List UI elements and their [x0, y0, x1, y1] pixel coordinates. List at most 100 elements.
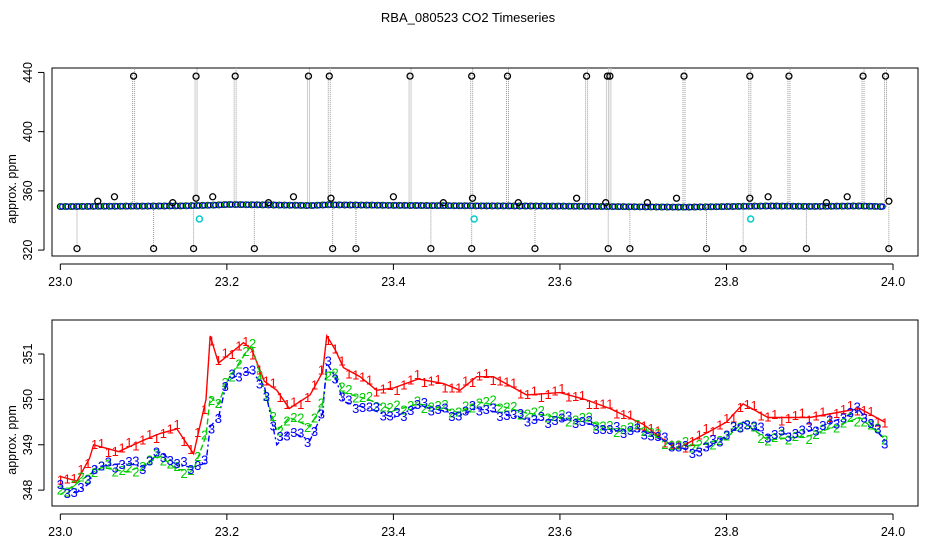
bottom-series-3-marker: 3: [723, 428, 730, 443]
bottom-series-1-marker: 1: [620, 407, 627, 422]
top-series3-point: [879, 203, 886, 210]
bottom-series-1-marker: 1: [201, 402, 208, 417]
bottom-series-3-marker: 3: [304, 435, 311, 450]
top-y-tick-label: 440: [21, 62, 35, 83]
bottom-y-tick-label: 349: [21, 434, 35, 455]
bottom-series-3-marker: 3: [751, 419, 758, 434]
bottom-series-3-marker: 3: [366, 399, 373, 414]
bottom-series-2-marker: 2: [648, 425, 655, 440]
bottom-series-1-marker: 1: [819, 404, 826, 419]
bottom-series-2-marker: 2: [70, 477, 77, 492]
bottom-series-1-marker: 1: [435, 372, 442, 387]
bottom-series-3-marker: 3: [228, 366, 235, 381]
bottom-series-2-marker: 2: [854, 415, 861, 430]
bottom-series-2-marker: 2: [544, 411, 551, 426]
bottom-series-2-marker: 2: [91, 465, 98, 480]
bottom-series-3-marker: 3: [208, 421, 215, 436]
bottom-series-1-marker: 1: [565, 390, 572, 405]
bottom-series-3-marker: 3: [812, 423, 819, 438]
bottom-series-2-marker: 2: [689, 440, 696, 455]
bottom-series-2-marker: 2: [77, 470, 84, 485]
bottom-series-3-marker: 3: [648, 428, 655, 443]
bottom-series-2-marker: 2: [764, 433, 771, 448]
bottom-series-1-marker: 1: [263, 373, 270, 388]
bottom-series-2-marker: 2: [222, 375, 229, 390]
bottom-series-2-marker: 2: [359, 390, 366, 405]
bottom-series-2-marker: 2: [661, 437, 668, 452]
top-marks-layer: [56, 72, 893, 253]
bottom-series-2-marker: 2: [531, 405, 538, 420]
bottom-series-2-marker: 2: [325, 368, 332, 383]
bottom-series-3-marker: 3: [112, 461, 119, 476]
bottom-series-1-marker: 1: [380, 381, 387, 396]
bottom-series-3-marker: 3: [167, 453, 174, 468]
bottom-series-1-marker: 1: [744, 397, 751, 412]
bottom-series-3-marker: 3: [283, 428, 290, 443]
bottom-series-2-marker: 2: [483, 394, 490, 409]
bottom-series-1-marker: 1: [503, 375, 510, 390]
bottom-series-3-marker: 3: [297, 425, 304, 440]
bottom-series-3-marker: 3: [393, 405, 400, 420]
bottom-series-2-marker: 2: [400, 403, 407, 418]
bottom-series-3-marker: 3: [579, 414, 586, 429]
bottom-y-tick-label: 351: [21, 344, 35, 365]
bottom-series-1-marker: 1: [400, 378, 407, 393]
bottom-series-2-marker: 2: [551, 409, 558, 424]
bottom-series-3-marker: 3: [696, 445, 703, 460]
bottom-series-2-marker: 2: [599, 418, 606, 433]
top-y-tick-label: 360: [21, 180, 35, 201]
bottom-series-2-marker: 2: [311, 411, 318, 426]
bottom-series-3-marker: 3: [435, 402, 442, 417]
bottom-series-2-marker: 2: [435, 398, 442, 413]
bottom-series-1-marker: 1: [318, 362, 325, 377]
bottom-series-1-marker: 1: [696, 428, 703, 443]
bottom-series-1-marker: 1: [826, 410, 833, 425]
bottom-series-1-marker: 1: [490, 373, 497, 388]
bottom-series-2-marker: 2: [682, 434, 689, 449]
bottom-series-1-marker: 1: [194, 425, 201, 440]
bottom-series-3-marker: 3: [496, 409, 503, 424]
bottom-series-3-marker: 3: [187, 462, 194, 477]
top-high-outlier: [582, 72, 591, 80]
bottom-series-1-marker: 1: [661, 435, 668, 450]
bottom-series-1-marker: 1: [208, 333, 215, 348]
bottom-series-1-marker: 1: [668, 438, 675, 453]
bottom-series-3-marker: 3: [235, 369, 242, 384]
bottom-series-3-marker: 3: [593, 422, 600, 437]
bottom-series-2-marker: 2: [785, 433, 792, 448]
bottom-series-1-marker: 1: [297, 397, 304, 412]
bottom-series-3-marker: 3: [352, 401, 359, 416]
bottom-series-1-marker: 1: [414, 367, 421, 382]
top-low-outlier: [73, 244, 81, 253]
top-high-outlier: [325, 72, 333, 80]
bottom-series-1-marker: 1: [613, 406, 620, 421]
bottom-series-2-marker: 2: [125, 460, 132, 475]
bottom-series-3-marker: 3: [826, 412, 833, 427]
bottom-series-1-marker: 1: [146, 427, 153, 442]
bottom-series-2-marker: 2: [757, 431, 764, 446]
bottom-series-2-marker: 2: [668, 438, 675, 453]
bottom-series-3-marker: 3: [469, 398, 476, 413]
bottom-series-3-marker: 3: [222, 379, 229, 394]
top-low-outlier: [250, 244, 258, 253]
bottom-series-1-marker: 1: [373, 385, 380, 400]
bottom-series-3-marker: 3: [867, 416, 874, 431]
top-low-outlier: [531, 244, 539, 253]
bottom-series-2-marker: 2: [270, 409, 277, 424]
bottom-y-tick-label: 348: [21, 480, 35, 501]
top-low-outlier: [328, 244, 337, 253]
bottom-series-1-marker: 1: [757, 408, 764, 423]
bottom-series-1-marker: 1: [448, 380, 455, 395]
bottom-series-3-marker: 3: [503, 408, 510, 423]
top-low-outlier: [802, 244, 811, 253]
bottom-series-3-marker: 3: [70, 485, 77, 500]
bottom-series-3-marker: 3: [277, 429, 284, 444]
bottom-series-2-marker: 2: [840, 415, 847, 430]
top-mid-outlier: [885, 197, 893, 205]
bottom-series-1-marker: 1: [517, 386, 524, 401]
bottom-series-2-marker: 2: [874, 420, 881, 435]
bottom-series-2-marker: 2: [586, 409, 593, 424]
bottom-series-3-marker: 3: [641, 428, 648, 443]
bottom-series-1-marker: 1: [249, 348, 256, 363]
bottom-series-3-marker: 3: [792, 426, 799, 441]
